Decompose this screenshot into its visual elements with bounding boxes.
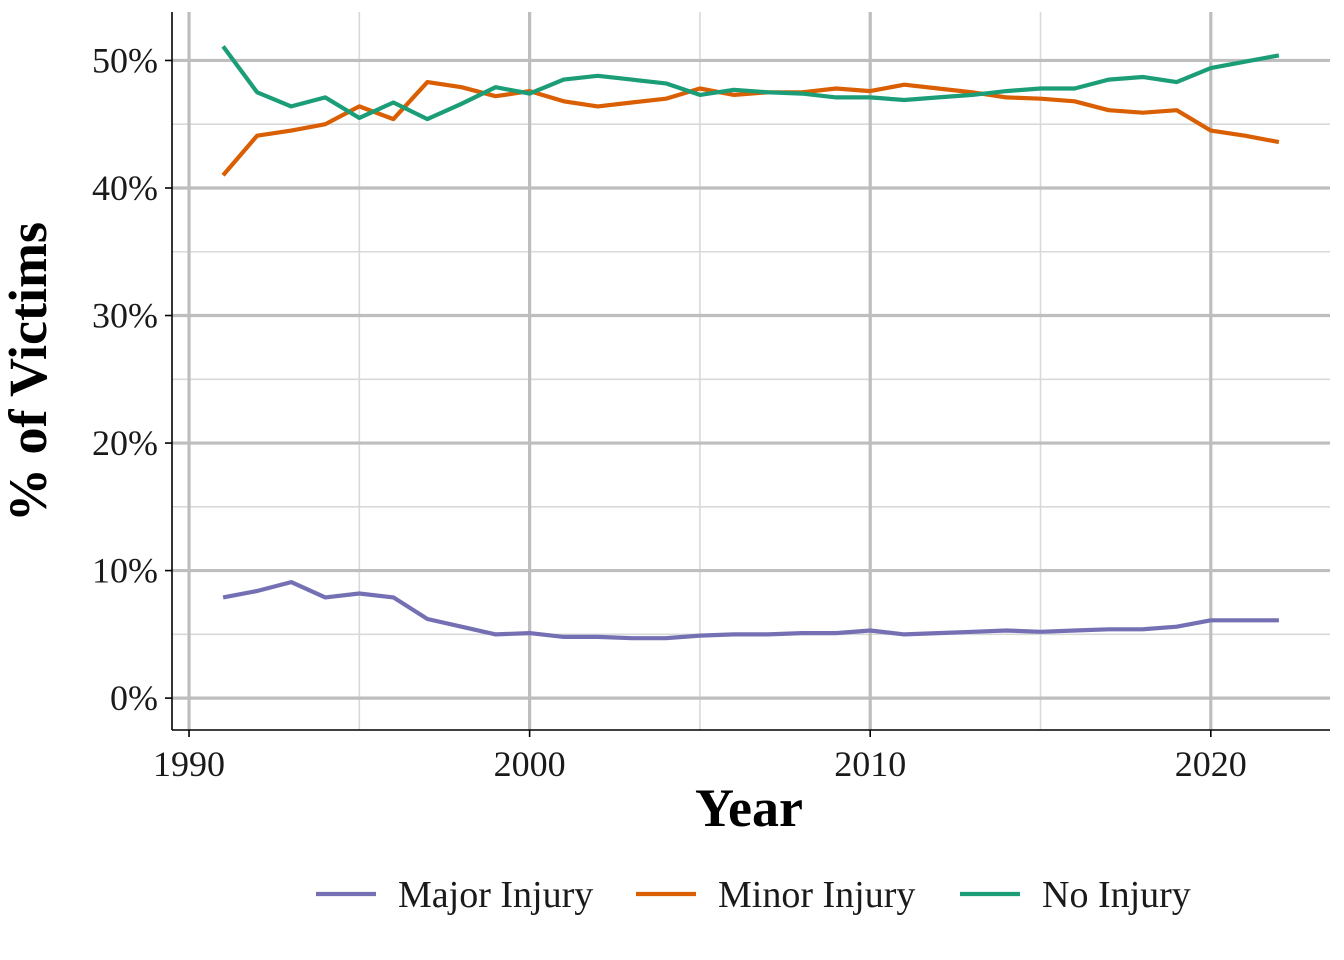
y-tick-label: 30% (92, 296, 158, 336)
x-axis-title: Year (695, 778, 803, 838)
series-line-minor-injury (221, 79, 1280, 177)
y-tick-label: 50% (92, 40, 158, 80)
legend: Major Injury Minor Injury No Injury (316, 874, 1191, 916)
y-axis-title: % of Victims (0, 222, 58, 522)
axes (165, 12, 1330, 737)
tick-labels: 1990 2000 2010 2020 0% 10% 20% 30% 40% 50% (92, 40, 1247, 784)
y-tick-label: 40% (92, 168, 158, 208)
minor-gridlines (172, 12, 1330, 730)
x-tick-label: 2010 (834, 744, 906, 784)
y-tick-label: 20% (92, 423, 158, 463)
legend-label-minor-injury: Minor Injury (718, 874, 915, 916)
x-tick-label: 2020 (1175, 744, 1247, 784)
series-line-major-injury (222, 579, 1279, 641)
y-tick-label: 0% (110, 678, 158, 718)
x-tick-label: 1990 (153, 744, 225, 784)
major-gridlines (172, 12, 1330, 730)
series-lines (221, 45, 1280, 641)
x-tick-label: 2000 (494, 744, 566, 784)
legend-label-major-injury: Major Injury (398, 874, 593, 916)
legend-label-no-injury: No Injury (1042, 874, 1191, 916)
y-tick-label: 10% (92, 551, 158, 591)
series-line-no-injury (221, 45, 1280, 122)
